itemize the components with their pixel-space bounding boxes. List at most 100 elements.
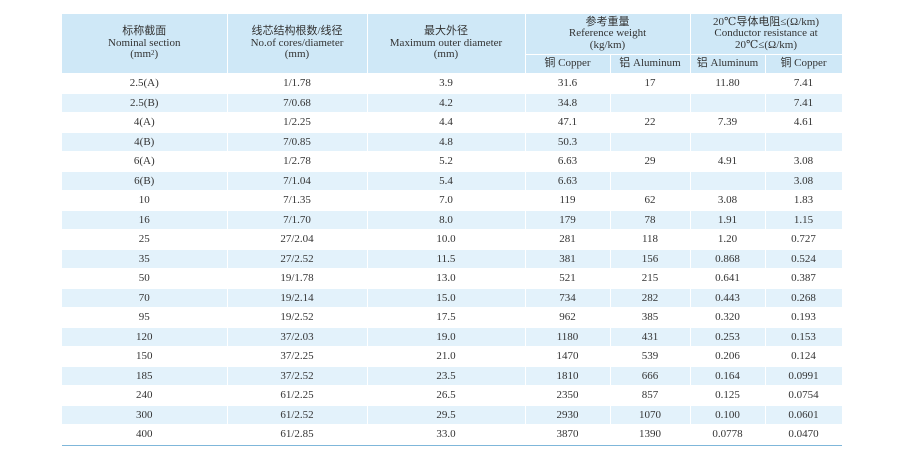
cell-weight-copper: 47.1 — [524, 112, 611, 133]
cell-nominal-section: 95 — [62, 307, 228, 328]
header-weight-unit: (kg/km) — [589, 38, 626, 51]
cell-weight-aluminum — [610, 93, 691, 113]
header-weight-aluminum: 铝 Aluminum — [610, 54, 691, 74]
cell-weight-copper: 6.63 — [524, 151, 611, 172]
cell-cores-diameter: 27/2.04 — [227, 229, 368, 250]
spec-table-container: 标称截面 Nominal section (mm2) 线芯结构根数/线径 No.… — [62, 14, 843, 446]
cell-cores-diameter: 19/2.14 — [227, 288, 368, 308]
cell-weight-aluminum: 156 — [610, 249, 691, 269]
table-row: 50 19/1.78 13.0 521 215 0.641 0.387 — [62, 268, 843, 289]
cell-weight-aluminum: 539 — [610, 346, 691, 367]
table-row: 120 37/2.03 19.0 1180 431 0.253 0.153 — [62, 327, 843, 347]
table-row: 70 19/2.14 15.0 734 282 0.443 0.268 — [62, 288, 843, 308]
cell-resist-aluminum — [689, 132, 766, 152]
table-row: 300 61/2.52 29.5 2930 1070 0.100 0.0601 — [62, 405, 843, 425]
cell-cores-diameter: 61/2.85 — [227, 424, 368, 445]
cell-resist-aluminum: 0.443 — [689, 288, 766, 308]
cell-weight-aluminum: 78 — [610, 210, 691, 230]
table-row: 150 37/2.25 21.0 1470 539 0.206 0.124 — [62, 346, 843, 367]
cell-resist-copper: 0.0991 — [765, 366, 843, 386]
table-row: 400 61/2.85 33.0 3870 1390 0.0778 0.0470 — [62, 424, 843, 445]
cell-weight-aluminum: 215 — [610, 268, 691, 289]
cell-outer-diameter: 29.5 — [367, 405, 526, 425]
cell-resist-copper: 7.41 — [765, 93, 843, 113]
cell-cores-diameter: 19/2.52 — [227, 307, 368, 328]
cell-outer-diameter: 11.5 — [367, 249, 526, 269]
cell-resist-copper: 0.387 — [765, 268, 843, 289]
cell-weight-copper: 31.6 — [524, 73, 611, 94]
cell-weight-copper: 3870 — [524, 424, 611, 445]
cell-resist-copper: 0.524 — [765, 249, 843, 269]
cell-outer-diameter: 10.0 — [367, 229, 526, 250]
header-resist-en: Conductor resistance at — [714, 27, 818, 40]
cell-weight-copper: 734 — [524, 288, 611, 308]
cell-weight-aluminum: 1390 — [610, 424, 691, 445]
cell-weight-aluminum: 857 — [610, 385, 691, 406]
cell-nominal-section: 25 — [62, 229, 228, 250]
cell-resist-copper: 0.0754 — [765, 385, 843, 406]
header-outer-unit: (mm) — [433, 48, 459, 61]
cell-cores-diameter: 37/2.52 — [227, 366, 368, 386]
cell-resist-aluminum: 0.641 — [689, 268, 766, 289]
cell-weight-copper: 521 — [524, 268, 611, 289]
cell-resist-copper: 0.0470 — [765, 424, 843, 445]
cell-weight-aluminum: 62 — [610, 190, 691, 211]
header-weight-cn: 参考重量 — [585, 15, 630, 28]
cell-weight-copper: 1470 — [524, 346, 611, 367]
table-row: 6(A) 1/2.78 5.2 6.63 29 4.91 3.08 — [62, 151, 843, 172]
cell-resist-aluminum: 0.868 — [689, 249, 766, 269]
header-section-cn: 标称截面 — [122, 25, 167, 38]
cell-resist-copper: 0.727 — [765, 229, 843, 250]
cell-cores-diameter: 1/2.25 — [227, 112, 368, 133]
cell-nominal-section: 50 — [62, 268, 228, 289]
cell-resist-copper — [765, 132, 843, 152]
cell-weight-copper: 962 — [524, 307, 611, 328]
table-row: 35 27/2.52 11.5 381 156 0.868 0.524 — [62, 249, 843, 269]
cell-weight-aluminum: 666 — [610, 366, 691, 386]
cell-cores-diameter: 37/2.25 — [227, 346, 368, 367]
cell-weight-aluminum: 1070 — [610, 405, 691, 425]
cell-nominal-section: 10 — [62, 190, 228, 211]
cell-weight-aluminum: 17 — [610, 73, 691, 94]
table-row: 95 19/2.52 17.5 962 385 0.320 0.193 — [62, 307, 843, 328]
cell-resist-aluminum: 1.91 — [689, 210, 766, 230]
cell-nominal-section: 2.5(A) — [62, 73, 228, 94]
cell-resist-copper: 0.124 — [765, 346, 843, 367]
cell-cores-diameter: 7/1.70 — [227, 210, 368, 230]
cell-weight-copper: 2350 — [524, 385, 611, 406]
cell-weight-copper: 281 — [524, 229, 611, 250]
cell-weight-copper: 1180 — [524, 327, 611, 347]
header-resist-unit: 20℃≤(Ω/km) — [735, 38, 797, 51]
cell-outer-diameter: 5.2 — [367, 151, 526, 172]
cell-nominal-section: 120 — [62, 327, 228, 347]
cell-outer-diameter: 15.0 — [367, 288, 526, 308]
cell-cores-diameter: 61/2.25 — [227, 385, 368, 406]
cell-outer-diameter: 19.0 — [367, 327, 526, 347]
cell-outer-diameter: 23.5 — [367, 366, 526, 386]
table-row: 4(A) 1/2.25 4.4 47.1 22 7.39 4.61 — [62, 112, 843, 133]
cell-resist-copper: 1.83 — [765, 190, 843, 211]
header-conductor-resistance: 20℃导体电阻≤(Ω/km) Conductor resistance at 2… — [689, 14, 843, 55]
cell-resist-aluminum: 0.100 — [689, 405, 766, 425]
header-resist-copper: 铜 Copper — [765, 54, 843, 74]
header-cores-diameter: 线芯结构根数/线径 No.of cores/diameter (mm) — [227, 14, 368, 74]
header-nominal-section: 标称截面 Nominal section (mm2) — [62, 14, 228, 74]
table-row: 6(B) 7/1.04 5.4 6.63 3.08 — [62, 171, 843, 191]
cell-outer-diameter: 8.0 — [367, 210, 526, 230]
cable-spec-table: 标称截面 Nominal section (mm2) 线芯结构根数/线径 No.… — [62, 14, 843, 445]
cell-cores-diameter: 7/0.85 — [227, 132, 368, 152]
cell-weight-copper: 6.63 — [524, 171, 611, 191]
cell-weight-copper: 1810 — [524, 366, 611, 386]
cell-resist-aluminum: 0.164 — [689, 366, 766, 386]
cell-nominal-section: 6(B) — [62, 171, 228, 191]
cell-weight-aluminum: 22 — [610, 112, 691, 133]
cell-outer-diameter: 4.8 — [367, 132, 526, 152]
cell-outer-diameter: 4.2 — [367, 93, 526, 113]
cell-weight-copper: 119 — [524, 190, 611, 211]
cell-nominal-section: 4(B) — [62, 132, 228, 152]
cell-resist-copper: 1.15 — [765, 210, 843, 230]
header-cores-unit: (mm) — [284, 48, 310, 61]
cell-outer-diameter: 33.0 — [367, 424, 526, 445]
cell-resist-copper: 7.41 — [765, 73, 843, 94]
cell-weight-copper: 50.3 — [524, 132, 611, 152]
